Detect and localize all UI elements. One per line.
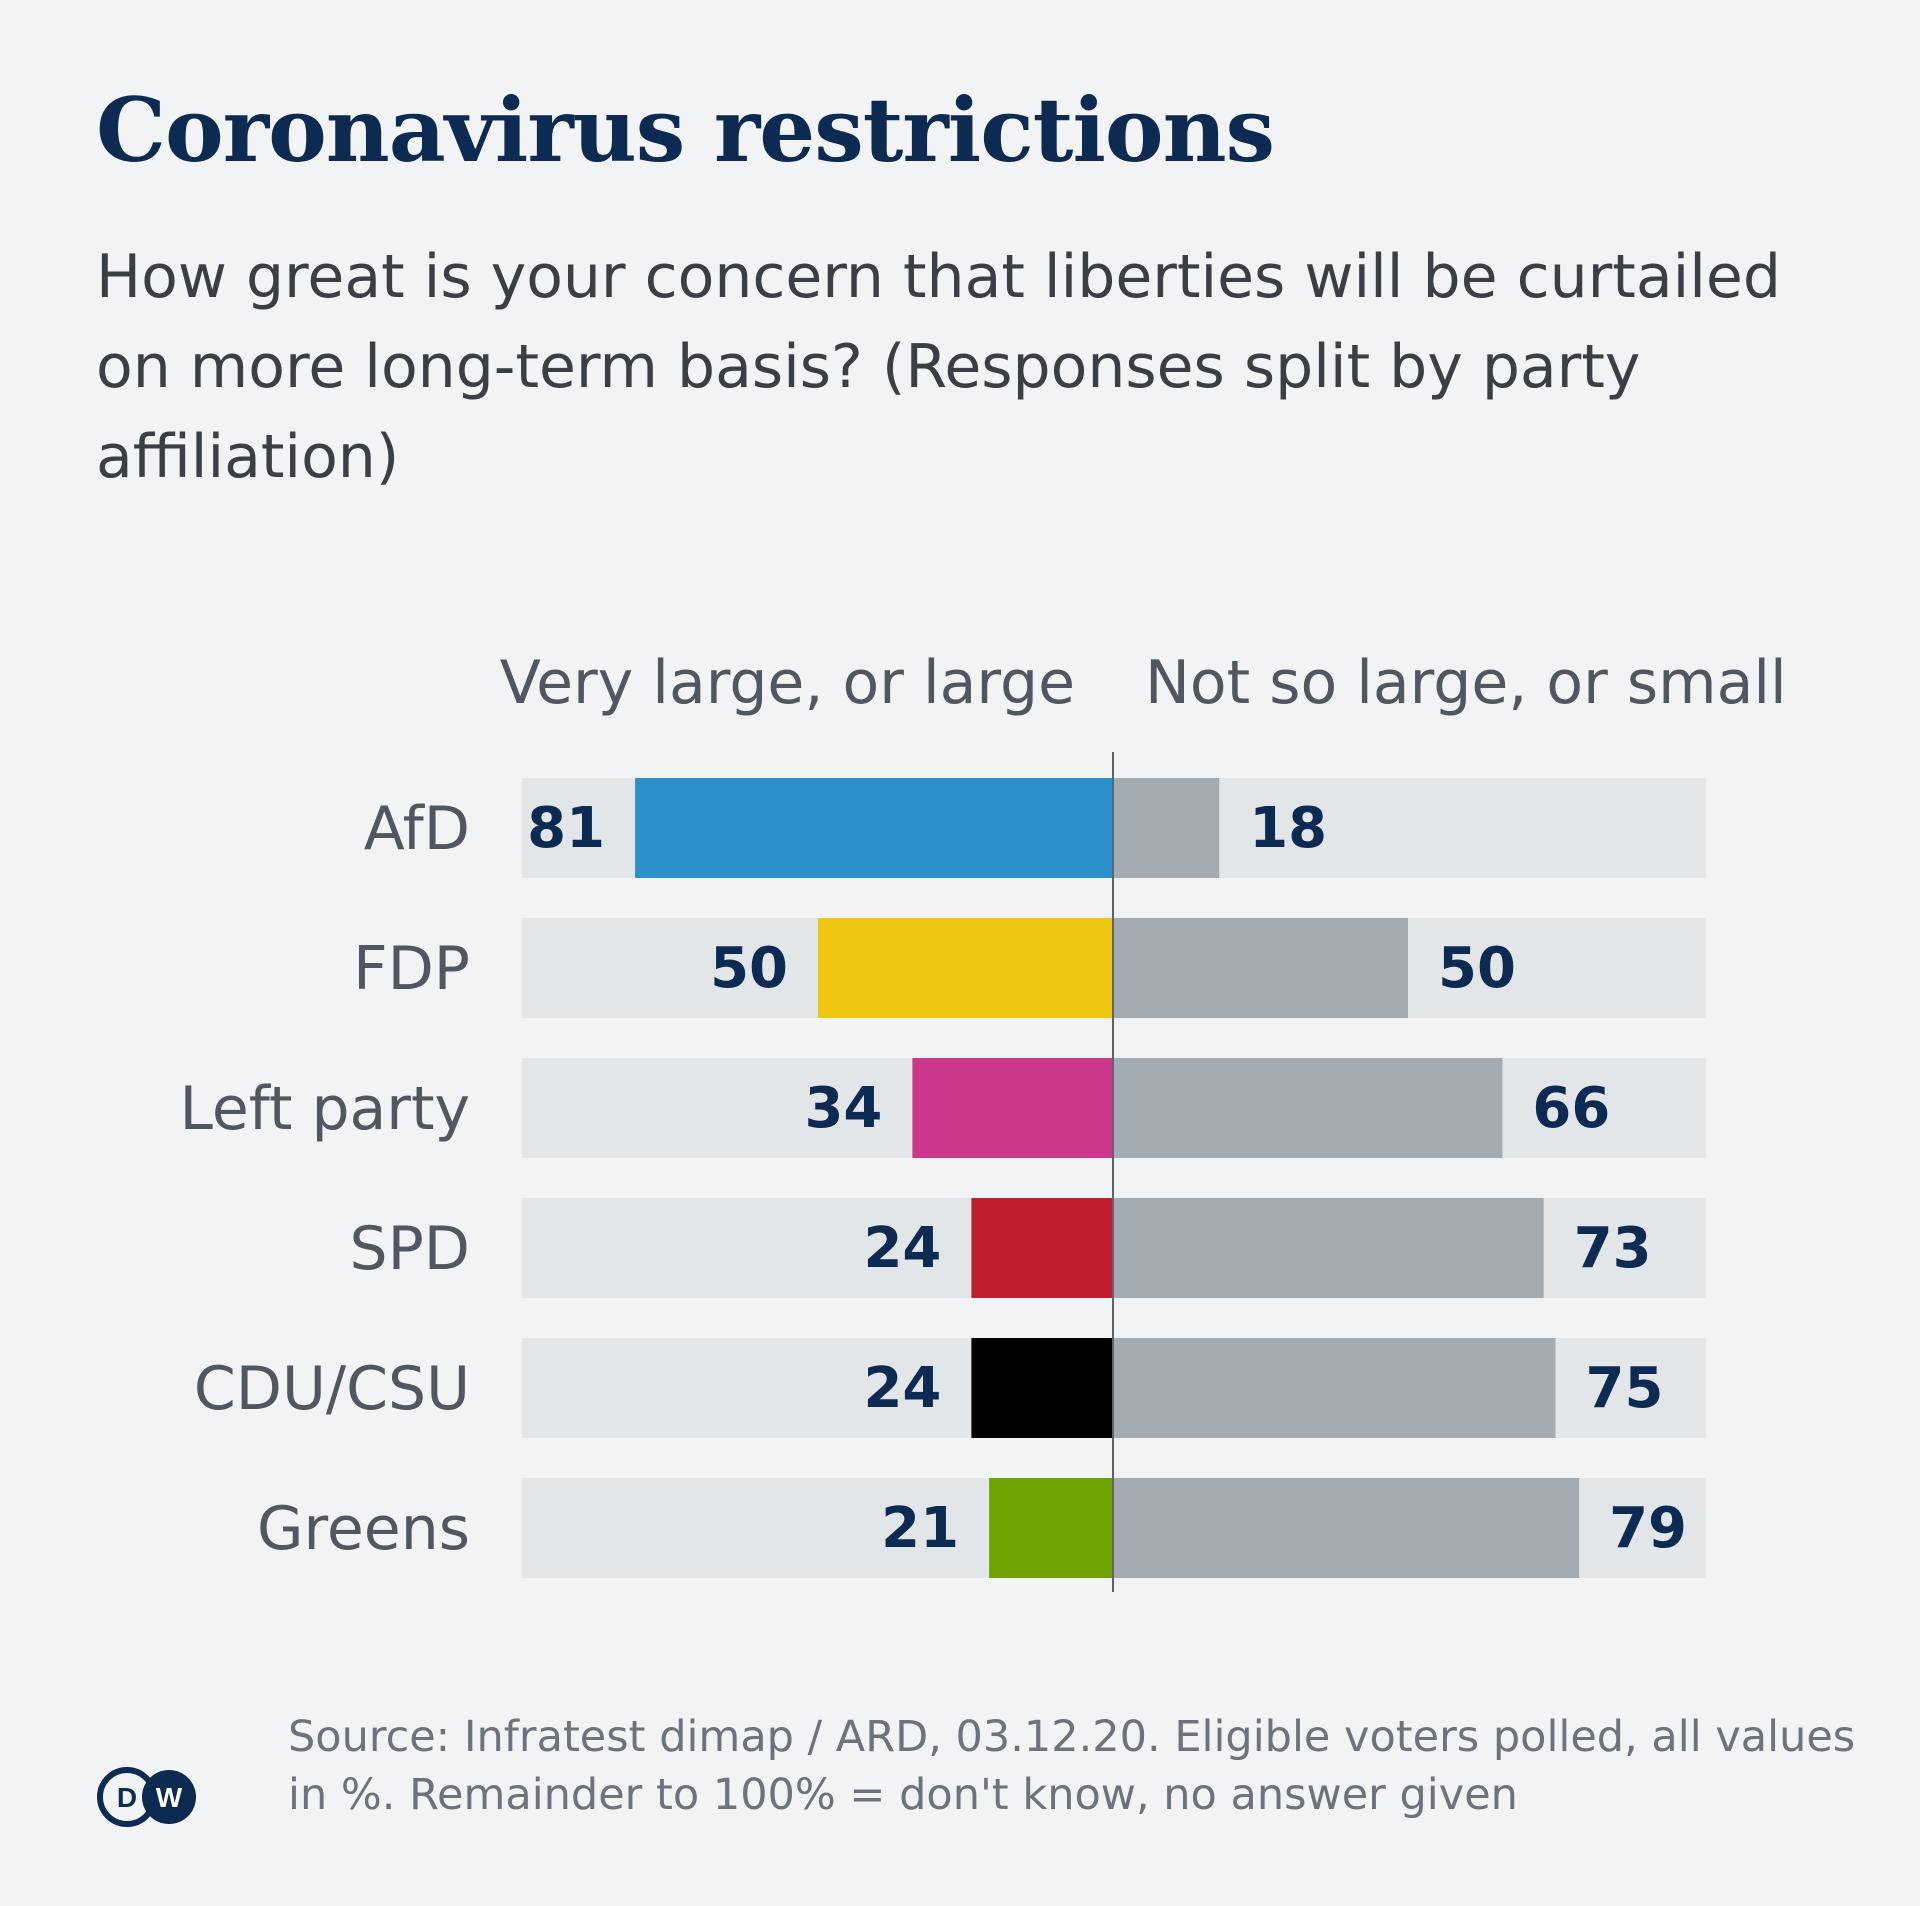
bar-left	[971, 1198, 1113, 1298]
bar-left	[989, 1478, 1113, 1578]
bar-left	[912, 1058, 1113, 1158]
value-label-right: 50	[1438, 936, 1516, 1001]
chart-subtitle: How great is your concern that liberties…	[96, 242, 1781, 492]
bar-right	[1113, 918, 1408, 1018]
category-label: Greens	[257, 1494, 470, 1564]
bar-right	[1113, 1058, 1503, 1158]
diverging-bar-chart: AfD 81 18 FDP 50 50 Left party 34 66 SPD 24 73 CDU/C…	[179, 752, 1706, 1592]
svg-text:W: W	[156, 1782, 183, 1813]
chart-title: Coronavirus restrictions	[96, 78, 1275, 182]
category-label: AfD	[364, 794, 470, 864]
value-label-right: 75	[1586, 1356, 1664, 1421]
right-column-header: Not so large, or small	[1145, 648, 1787, 718]
left-column-header: Very large, or large	[499, 648, 1075, 718]
svg-text:D: D	[117, 1782, 137, 1813]
value-label-left: 24	[863, 1216, 941, 1281]
bar-left	[971, 1338, 1113, 1438]
category-label: SPD	[350, 1214, 470, 1284]
bar-right	[1113, 1338, 1556, 1438]
bar-right	[1113, 778, 1220, 878]
source-note: Source: Infratest dimap / ARD, 03.12.20.…	[288, 1712, 1856, 1820]
bar-right	[1113, 1198, 1544, 1298]
value-label-right: 73	[1574, 1216, 1652, 1281]
category-label: CDU/CSU	[194, 1354, 470, 1424]
dw-logo: D W	[97, 1767, 196, 1827]
value-label-right: 18	[1249, 796, 1327, 861]
value-label-left: 21	[881, 1496, 959, 1561]
value-label-right: 79	[1609, 1496, 1687, 1561]
category-label: Left party	[179, 1074, 470, 1144]
bar-right	[1113, 1478, 1580, 1578]
value-label-left: 24	[863, 1356, 941, 1421]
value-label-left: 34	[804, 1076, 882, 1141]
value-label-left: 50	[710, 936, 788, 1001]
category-label: FDP	[353, 934, 470, 1004]
bar-left	[635, 778, 1113, 878]
value-label-left: 81	[527, 796, 605, 861]
value-label-right: 66	[1532, 1076, 1610, 1141]
bar-left	[818, 918, 1113, 1018]
